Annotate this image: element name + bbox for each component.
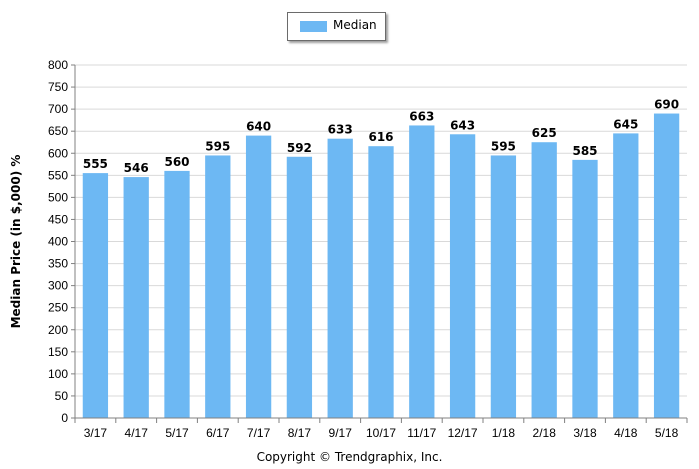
bar-11-17 — [409, 125, 435, 419]
data-label-1-18: 595 — [491, 139, 516, 153]
data-label-5-18: 690 — [654, 98, 679, 112]
data-label-5-17: 560 — [164, 155, 189, 169]
x-tick-label-3-17: 3/17 — [84, 426, 108, 440]
y-tick-label: 550 — [48, 168, 68, 182]
x-tick-label-12-17: 12/17 — [448, 426, 478, 440]
data-label-12-17: 643 — [450, 118, 475, 132]
bar-3-18 — [572, 159, 598, 418]
data-label-4-18: 645 — [613, 117, 638, 131]
y-axis-label: Median Price (in $,000) % — [9, 155, 23, 329]
legend-label-median: Median — [333, 18, 377, 32]
bar-8-17 — [286, 156, 313, 418]
x-tick-label-2-18: 2/18 — [533, 426, 557, 440]
y-tick-label: 300 — [48, 279, 68, 293]
y-tick-label: 350 — [48, 257, 68, 271]
data-label-2-18: 625 — [532, 126, 557, 140]
bar-12-17 — [449, 134, 476, 418]
y-tick-label: 450 — [48, 212, 68, 226]
x-axis-ticks: 3/17 4/17 5/17 6/17 7/17 8/17 9/17 10/17 11/17 12… — [74, 418, 688, 440]
legend-swatch-median — [300, 21, 327, 32]
x-tick-label-8-17: 8/17 — [288, 426, 312, 440]
y-tick-label: 250 — [48, 301, 68, 315]
data-label-11-17: 663 — [409, 109, 434, 123]
data-label-10-17: 616 — [368, 130, 393, 144]
bar-5-17 — [164, 170, 190, 418]
y-tick-label: 500 — [48, 190, 68, 204]
legend: Median — [287, 12, 386, 41]
data-label-3-17: 555 — [83, 157, 108, 171]
data-labels: 555 546 560 595 640 592 633 616 663 643 595 625 585 6… — [83, 98, 679, 176]
y-tick-label: 750 — [48, 80, 68, 94]
x-tick-label-7-17: 7/17 — [247, 426, 271, 440]
x-tick-label-1-18: 1/18 — [492, 426, 516, 440]
bars — [82, 113, 680, 419]
data-label-7-17: 640 — [246, 120, 271, 134]
y-tick-label: 600 — [48, 146, 68, 160]
bar-3-17 — [82, 173, 109, 418]
y-tick-label: 650 — [48, 124, 68, 138]
bar-2-18 — [531, 142, 557, 418]
x-tick-label-10-17: 10/17 — [366, 426, 396, 440]
x-tick-label-5-18: 5/18 — [655, 426, 679, 440]
bar-10-17 — [368, 146, 394, 418]
x-tick-label-4-18: 4/18 — [614, 426, 638, 440]
bar-7-17 — [245, 135, 272, 418]
copyright-text: Copyright © Trendgraphix, Inc. — [256, 450, 443, 464]
bar-5-18 — [653, 113, 680, 418]
data-label-6-17: 595 — [205, 139, 230, 153]
y-tick-label: 50 — [55, 389, 69, 403]
bar-4-17 — [123, 177, 149, 418]
y-tick-label: 400 — [48, 235, 68, 249]
y-tick-label: 200 — [48, 323, 68, 337]
y-axis-ticks: 0 50 100 150 200 250 300 350 400 450 500 550 600 650 7… — [48, 58, 75, 425]
x-tick-label-3-18: 3/18 — [573, 426, 597, 440]
x-tick-label-4-17: 4/17 — [125, 426, 149, 440]
y-tick-label: 800 — [48, 58, 68, 72]
y-tick-label: 700 — [48, 102, 68, 116]
bar-6-17 — [205, 155, 231, 419]
x-tick-label-6-17: 6/17 — [206, 426, 230, 440]
y-tick-label: 0 — [61, 411, 68, 425]
data-label-4-17: 546 — [124, 161, 149, 175]
data-label-9-17: 633 — [328, 123, 353, 137]
y-tick-label: 150 — [48, 345, 68, 359]
data-label-8-17: 592 — [287, 141, 312, 155]
x-tick-label-5-17: 5/17 — [165, 426, 189, 440]
data-label-3-18: 585 — [572, 144, 597, 158]
bar-9-17 — [327, 138, 353, 418]
bar-4-18 — [613, 133, 639, 419]
bar-1-18 — [490, 155, 517, 419]
y-tick-label: 100 — [48, 367, 68, 381]
x-tick-label-9-17: 9/17 — [329, 426, 353, 440]
x-tick-label-11-17: 11/17 — [407, 426, 436, 440]
